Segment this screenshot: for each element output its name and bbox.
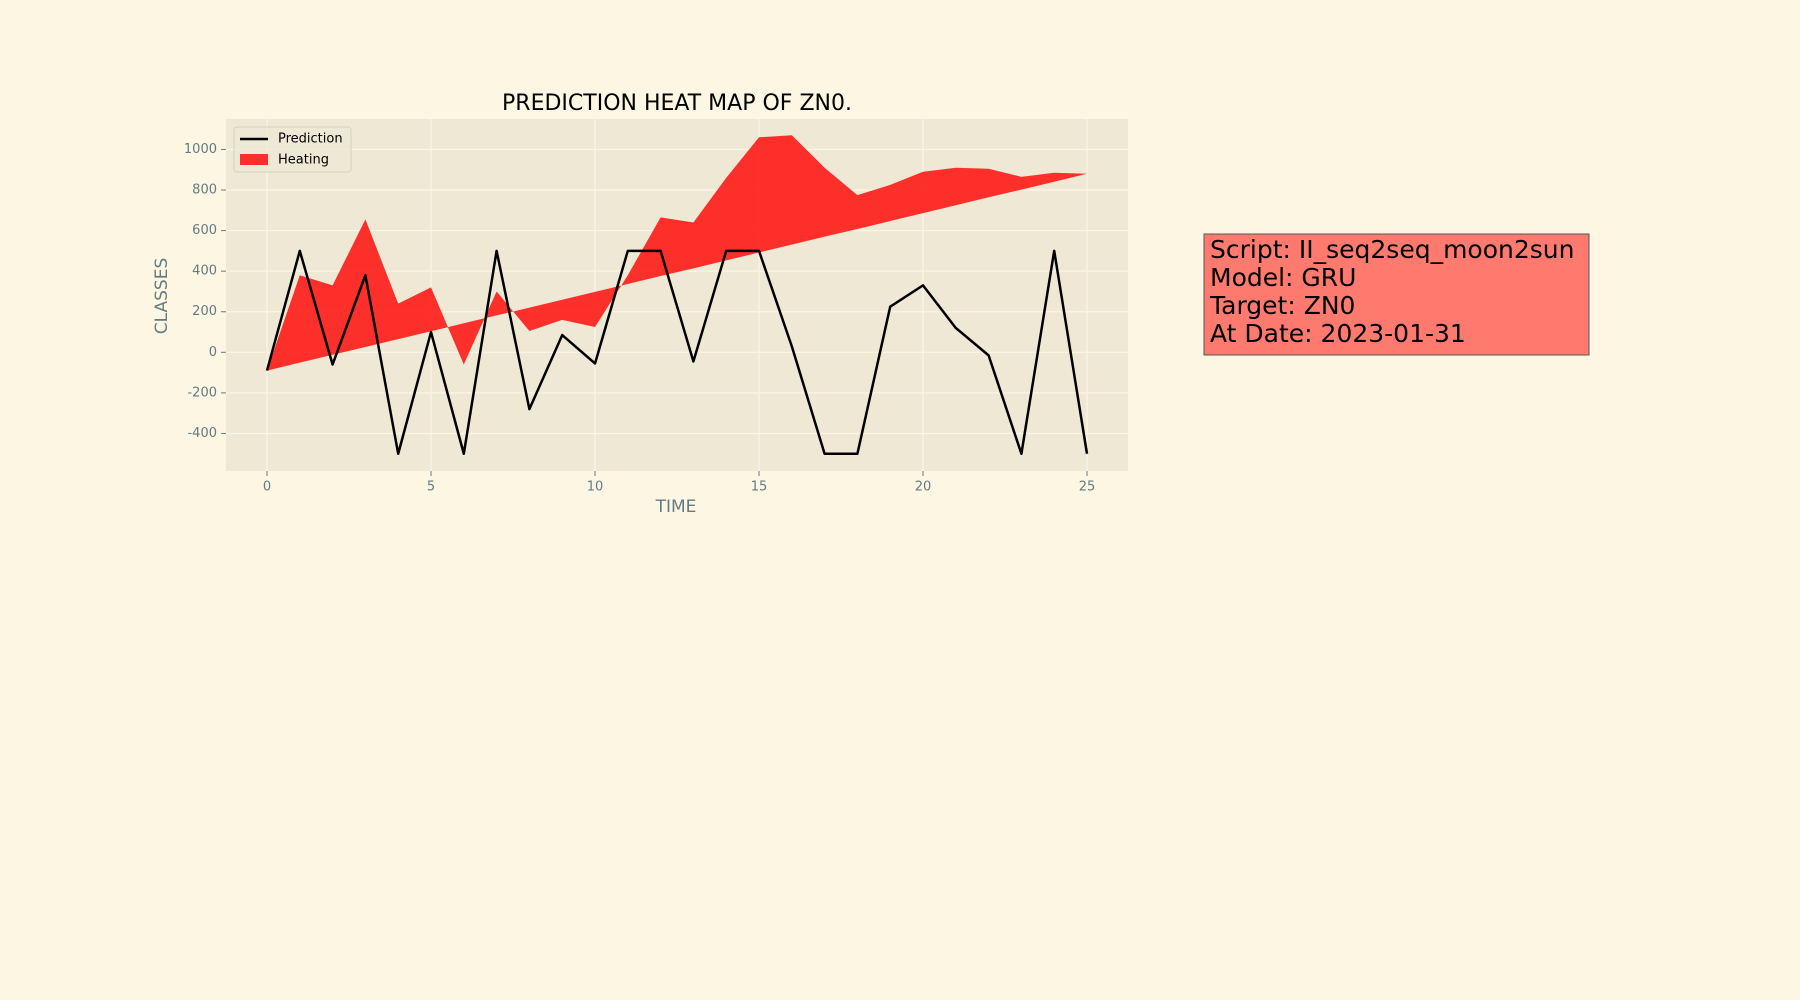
legend-label: Prediction xyxy=(278,132,343,147)
y-tick-label: 400 xyxy=(192,264,217,279)
y-tick-label: 600 xyxy=(192,223,217,238)
heating-area xyxy=(267,135,1087,371)
x-axis-label: TIME xyxy=(655,497,697,517)
y-tick-label: 0 xyxy=(209,345,217,360)
x-tick-label: 10 xyxy=(587,480,604,495)
x-tick-label: 0 xyxy=(263,480,271,495)
x-tick-label: 20 xyxy=(915,480,932,495)
legend-fill-swatch xyxy=(240,154,268,165)
annotation-line: Script: II_seq2seq_moon2sun xyxy=(1210,235,1575,264)
annotation-line: Target: ZN0 xyxy=(1209,291,1355,320)
annotation-box xyxy=(1203,233,1590,356)
legend-label: Heating xyxy=(278,153,329,168)
annotation-line: Model: GRU xyxy=(1210,263,1356,292)
annotation-line: At Date: 2023-01-31 xyxy=(1210,319,1466,348)
y-tick-label: 200 xyxy=(192,304,217,319)
y-axis-label: CLASSES xyxy=(152,258,172,334)
x-tick-label: 15 xyxy=(751,480,768,495)
y-tick-label: -200 xyxy=(187,385,217,400)
x-tick-label: 25 xyxy=(1079,480,1096,495)
y-tick-label: 800 xyxy=(192,183,217,198)
y-tick-label: 1000 xyxy=(184,142,217,157)
y-tick-label: -400 xyxy=(187,426,217,441)
chart-title: PREDICTION HEAT MAP OF ZN0. xyxy=(502,91,852,116)
x-tick-label: 5 xyxy=(427,480,435,495)
prediction-line xyxy=(265,249,1089,456)
